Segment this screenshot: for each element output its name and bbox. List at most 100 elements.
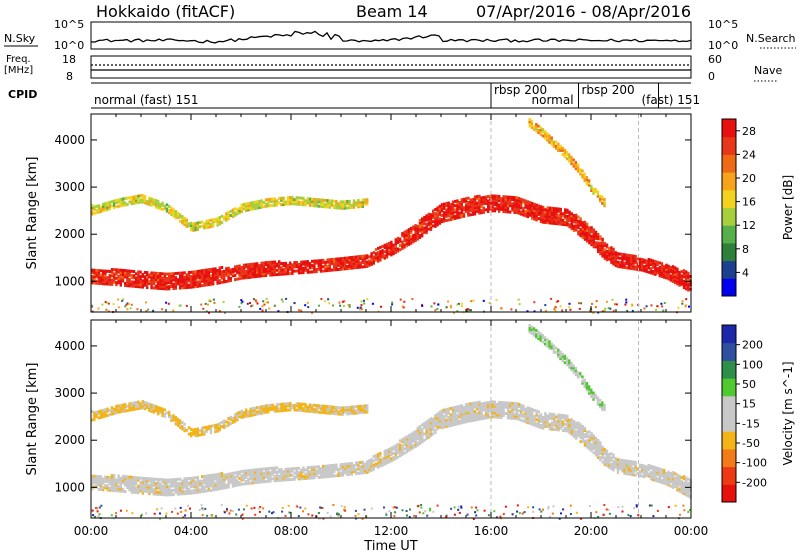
colorbar-segment xyxy=(722,278,736,297)
heatmap-cell xyxy=(418,435,422,439)
heatmap-cell xyxy=(205,223,208,227)
heatmap-cell xyxy=(132,405,136,409)
heatmap-cell xyxy=(137,476,140,480)
heatmap-cell xyxy=(209,431,213,435)
heatmap-cell xyxy=(372,251,375,255)
heatmap-cell xyxy=(297,471,301,475)
heatmap-cell xyxy=(559,214,562,218)
heatmap-cell xyxy=(139,277,142,280)
scatter-point xyxy=(304,507,307,510)
colorbar-segment xyxy=(722,154,736,173)
heatmap-cell xyxy=(473,212,477,216)
heatmap-cell xyxy=(311,476,314,480)
heatmap-cell xyxy=(577,232,580,236)
heatmap-cell xyxy=(412,431,415,435)
heatmap-cell xyxy=(579,234,582,238)
heatmap-cell xyxy=(231,484,235,488)
heatmap-cell xyxy=(234,475,237,479)
heatmap-cell xyxy=(372,257,375,261)
heatmap-cell xyxy=(113,205,116,209)
heatmap-cell xyxy=(240,276,243,280)
heatmap-cell xyxy=(326,201,329,205)
scatter-point xyxy=(418,511,421,514)
heatmap-cell xyxy=(460,213,463,217)
heatmap-cell xyxy=(337,268,340,271)
heatmap-cell xyxy=(264,267,268,271)
heatmap-cell xyxy=(548,416,551,420)
heatmap-cell xyxy=(113,486,116,490)
heatmap-cell xyxy=(427,216,430,220)
heatmap-cell xyxy=(513,202,516,206)
heatmap-cell xyxy=(179,484,182,487)
heatmap-cell xyxy=(557,426,560,430)
scatter-point xyxy=(235,513,238,516)
heatmap-cell xyxy=(517,415,521,419)
heatmap-cell xyxy=(119,283,122,287)
heatmap-cell xyxy=(185,277,188,281)
heatmap-cell xyxy=(110,204,114,208)
scatter-point xyxy=(208,311,210,314)
heatmap-cell xyxy=(223,271,226,275)
heatmap-cell xyxy=(196,488,199,492)
heatmap-cell xyxy=(660,468,664,472)
heatmap-cell xyxy=(682,269,686,273)
heatmap-cell xyxy=(159,205,162,208)
heatmap-cell xyxy=(282,196,285,200)
heatmap-cell xyxy=(502,403,505,407)
scatter-point xyxy=(552,505,555,508)
heatmap-cell xyxy=(531,204,534,207)
heatmap-cell xyxy=(612,258,615,262)
heatmap-cell xyxy=(656,479,659,483)
heatmap-cell xyxy=(390,251,393,255)
heatmap-cell xyxy=(264,274,268,277)
heatmap-cell xyxy=(115,482,118,486)
heatmap-cell xyxy=(322,467,325,470)
heatmap-cell xyxy=(91,476,94,480)
heatmap-cell xyxy=(240,266,243,270)
heatmap-cell xyxy=(484,403,488,407)
heatmap-cell xyxy=(236,412,239,416)
heatmap-cell xyxy=(137,404,140,408)
heatmap-cell xyxy=(412,433,415,437)
heatmap-cell xyxy=(484,197,488,201)
scatter-point xyxy=(557,300,560,303)
heatmap-cell xyxy=(146,275,149,279)
heatmap-cell xyxy=(565,157,569,161)
scatter-point xyxy=(259,506,262,508)
heatmap-cell xyxy=(414,232,417,236)
heatmap-cell xyxy=(346,462,349,466)
heatmap-cell xyxy=(669,484,672,488)
heatmap-cell xyxy=(258,480,261,484)
heatmap-cell xyxy=(535,203,538,207)
heatmap-cell xyxy=(592,436,595,440)
heatmap-cell xyxy=(671,485,675,489)
heatmap-cell xyxy=(487,405,490,409)
heatmap-cell xyxy=(196,227,199,231)
heatmap-cell xyxy=(291,197,294,201)
heatmap-cell xyxy=(159,276,162,280)
heatmap-cell xyxy=(330,258,334,261)
heatmap-cell xyxy=(253,266,257,270)
heatmap-cell xyxy=(410,228,413,232)
scatter-point xyxy=(667,506,670,509)
heatmap-cell xyxy=(132,284,136,288)
scatter-point xyxy=(551,512,554,515)
heatmap-cell xyxy=(531,214,534,218)
heatmap-cell xyxy=(394,250,397,254)
heatmap-cell xyxy=(432,215,435,219)
heatmap-cell xyxy=(418,433,422,437)
heatmap-cell xyxy=(209,278,213,282)
heatmap-cell xyxy=(656,473,659,477)
scatter-point xyxy=(406,514,408,517)
heatmap-cell xyxy=(291,195,294,199)
heatmap-cell xyxy=(502,203,505,207)
heatmap-cell xyxy=(273,197,276,201)
heatmap-cell xyxy=(176,486,180,490)
heatmap-cell xyxy=(383,250,386,254)
heatmap-cell xyxy=(462,208,466,212)
heatmap-cell xyxy=(597,247,600,251)
heatmap-cell xyxy=(150,284,153,288)
heatmap-cell xyxy=(128,273,131,277)
heatmap-cell xyxy=(216,423,219,427)
heatmap-cell xyxy=(509,414,512,418)
